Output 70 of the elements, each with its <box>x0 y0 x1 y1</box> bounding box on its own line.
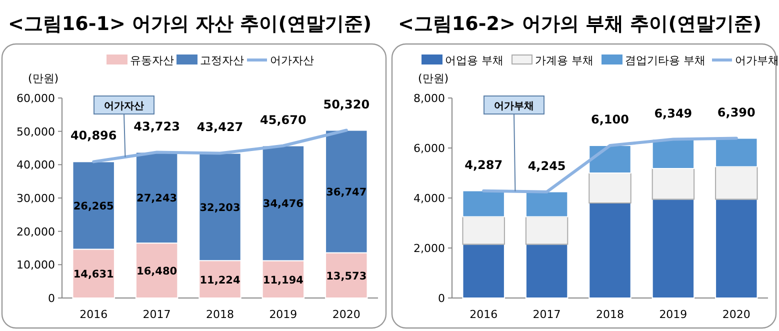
data-label: 6,390 <box>717 105 756 120</box>
bar <box>652 138 695 169</box>
x-tick-label: 2020 <box>722 308 750 321</box>
bar <box>652 168 695 200</box>
y-tick-label: 0 <box>48 292 55 305</box>
y-tick-label: 0 <box>438 292 445 305</box>
x-tick-label: 2019 <box>659 308 688 321</box>
y-axis-title: (만원) <box>418 72 449 85</box>
legend-label: 어가부채 <box>735 54 779 67</box>
x-tick-label: 2020 <box>332 308 360 321</box>
data-label: 4,287 <box>464 158 503 172</box>
y-tick-label: 20,000 <box>16 225 55 238</box>
bar <box>588 145 632 174</box>
y-tick-label: 4,000 <box>414 192 445 205</box>
legend-label: 가계용 부채 <box>535 54 594 67</box>
bar <box>525 244 568 298</box>
data-label: 50,320 <box>323 97 370 112</box>
y-tick-label: 6,000 <box>414 142 445 155</box>
x-tick-label: 2016 <box>80 308 108 321</box>
x-tick-label: 2018 <box>596 308 624 321</box>
x-tick-label: 2019 <box>269 308 298 321</box>
data-label: 26,265 <box>73 200 114 212</box>
legend-label: 어업용 부채 <box>445 54 504 67</box>
data-label: 43,427 <box>196 120 244 134</box>
data-label: 13,573 <box>326 270 367 282</box>
data-label: 11,194 <box>262 274 304 286</box>
data-label: 27,243 <box>136 192 178 205</box>
y-tick-label: 8,000 <box>414 92 445 105</box>
data-label: 6,349 <box>654 106 692 120</box>
bar <box>462 190 505 218</box>
data-label: 45,670 <box>260 112 306 127</box>
data-label: 11,224 <box>200 274 240 286</box>
data-label: 40,896 <box>70 128 117 143</box>
legend-label: 유동자산 <box>130 54 174 67</box>
chart-title: <그림16-2> 어가의 부채 추이(연말기준) <box>398 13 762 35</box>
bar <box>715 138 758 168</box>
annotation: 어가부채 <box>494 101 534 112</box>
bar <box>715 166 758 200</box>
data-label: 43,723 <box>134 119 180 134</box>
x-tick-label: 2018 <box>206 308 234 321</box>
chart-title: <그림16-1> 어가의 자산 추이(연말기준) <box>8 13 372 35</box>
bar <box>715 198 758 298</box>
y-tick-label: 2,000 <box>414 242 445 255</box>
y-tick-label: 50,000 <box>16 125 55 138</box>
y-axis-title: (만원) <box>28 72 59 85</box>
legend-label: 고정자산 <box>200 54 244 67</box>
data-label: 34,476 <box>262 198 304 210</box>
bar <box>525 191 568 218</box>
x-tick-label: 2016 <box>470 308 498 321</box>
bar <box>462 244 505 298</box>
y-tick-label: 30,000 <box>16 192 55 205</box>
data-label: 6,100 <box>591 112 629 126</box>
data-label: 36,747 <box>326 186 367 199</box>
bar <box>588 172 632 204</box>
bar <box>652 198 695 298</box>
bar <box>588 202 632 298</box>
data-label: 14,631 <box>73 268 114 281</box>
bar <box>525 216 568 245</box>
data-label: 16,480 <box>136 266 178 278</box>
y-tick-label: 10,000 <box>16 258 55 272</box>
y-tick-label: 40,000 <box>16 158 55 172</box>
x-tick-label: 2017 <box>532 308 561 321</box>
bar <box>462 216 505 245</box>
data-label: 4,245 <box>528 158 566 173</box>
data-label: 32,203 <box>200 202 240 214</box>
y-tick-label: 60,000 <box>16 92 55 105</box>
legend-label: 겸업기타용 부채 <box>625 54 706 67</box>
annotation: 어가자산 <box>104 101 144 112</box>
x-tick-label: 2017 <box>142 308 171 321</box>
legend-label: 어가자산 <box>270 54 314 67</box>
